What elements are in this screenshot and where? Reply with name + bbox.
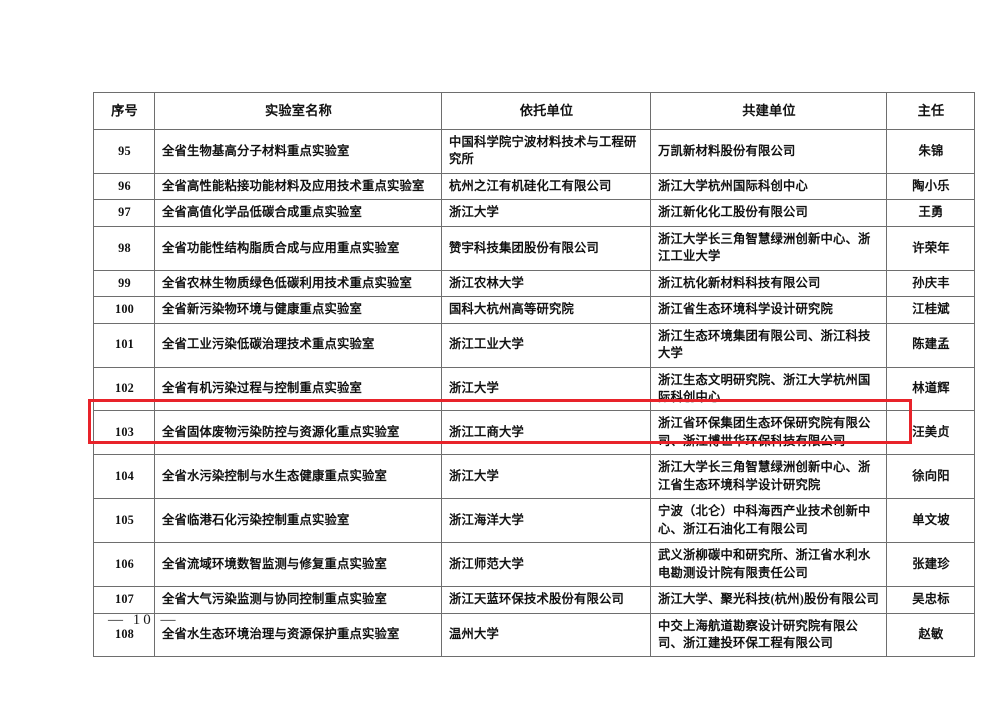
table-header-row: 序号 实验室名称 依托单位 共建单位 主任 (93, 92, 975, 130)
cell-joint-unit: 浙江新化化工股份有限公司 (650, 199, 887, 227)
cell-index: 95 (93, 129, 155, 174)
table-row: 101 全省工业污染低碳治理技术重点实验室 浙江工业大学 浙江生态环境集团有限公司、浙… (93, 322, 975, 368)
cell-host-unit: 浙江大学 (441, 454, 651, 500)
cell-director: 朱锦 (886, 129, 975, 174)
column-header-index: 序号 (93, 92, 155, 130)
cell-director: 江桂斌 (886, 296, 975, 324)
cell-lab-name: 全省功能性结构脂质合成与应用重点实验室 (154, 225, 442, 271)
cell-host-unit: 浙江天蓝环保技术股份有限公司 (441, 586, 651, 614)
cell-joint-unit: 浙江大学长三角智慧绿洲创新中心、浙江省生态环境科学设计研究院 (650, 454, 887, 500)
table-row: 99 全省农林生物质绿色低碳利用技术重点实验室 浙江农林大学 浙江杭化新材料科技有限公… (93, 269, 975, 298)
cell-lab-name: 全省农林生物质绿色低碳利用技术重点实验室 (154, 269, 442, 298)
cell-director: 吴忠标 (886, 586, 975, 614)
laboratory-table-container: 序号 实验室名称 依托单位 共建单位 主任 95 全省生物基高分子材料重点实验室中… (93, 92, 975, 658)
cell-director: 张建珍 (886, 542, 975, 588)
table-row: 105 全省临港石化污染控制重点实验室 浙江海洋大学 宁波（北仑）中科海西产业技术创新… (93, 498, 975, 544)
cell-joint-unit: 浙江省环保集团生态环保研究院有限公司、浙江博世华环保科技有限公司 (650, 410, 887, 456)
cell-index: 98 (93, 225, 155, 271)
cell-index: 103 (93, 410, 155, 456)
cell-index: 108 (93, 612, 155, 658)
cell-lab-name: 全省流域环境数智监测与修复重点实验室 (154, 542, 442, 588)
cell-index: 106 (93, 542, 155, 588)
cell-lab-name: 全省新污染物环境与健康重点实验室 (154, 296, 442, 324)
cell-host-unit: 杭州之江有机硅化工有限公司 (441, 172, 651, 201)
cell-joint-unit: 浙江生态环境集团有限公司、浙江科技大学 (650, 322, 887, 368)
table-row: 102 全省有机污染过程与控制重点实验室 浙江大学 浙江生态文明研究院、浙江大学杭州国… (93, 366, 975, 412)
cell-index: 107 (93, 586, 155, 614)
table-row: 106 全省流域环境数智监测与修复重点实验室 浙江师范大学 武义浙柳碳中和研究所、浙江… (93, 542, 975, 588)
cell-host-unit: 国科大杭州高等研究院 (441, 296, 651, 324)
cell-lab-name: 全省有机污染过程与控制重点实验室 (154, 366, 442, 412)
table-row: 103 全省固体废物污染防控与资源化重点实验室 浙江工商大学 浙江省环保集团生态环保研… (93, 410, 975, 456)
cell-index: 97 (93, 199, 155, 227)
cell-index: 99 (93, 269, 155, 298)
table-row: 104 全省水污染控制与水生态健康重点实验室 浙江大学 浙江大学长三角智慧绿洲创新中心… (93, 454, 975, 500)
cell-lab-name: 全省高性能粘接功能材料及应用技术重点实验室 (154, 172, 442, 201)
table-row: 100 全省新污染物环境与健康重点实验室 国科大杭州高等研究院 浙江省生态环境科学设计… (93, 296, 975, 324)
cell-director: 单文坡 (886, 498, 975, 544)
table-row: 95 全省生物基高分子材料重点实验室 中国科学院宁波材料技术与工程研究所 万凯新材料股… (93, 129, 975, 174)
laboratory-table: 序号 实验室名称 依托单位 共建单位 主任 95 全省生物基高分子材料重点实验室中… (93, 92, 975, 658)
cell-director: 陈建孟 (886, 322, 975, 368)
cell-host-unit: 浙江工商大学 (441, 410, 651, 456)
cell-host-unit: 浙江农林大学 (441, 269, 651, 298)
cell-lab-name: 全省高值化学品低碳合成重点实验室 (154, 199, 442, 227)
cell-joint-unit: 万凯新材料股份有限公司 (650, 129, 887, 174)
cell-index: 105 (93, 498, 155, 544)
cell-joint-unit: 浙江省生态环境科学设计研究院 (650, 296, 887, 324)
cell-director: 许荣年 (886, 225, 975, 271)
column-header-host-unit: 依托单位 (441, 92, 651, 130)
cell-host-unit: 中国科学院宁波材料技术与工程研究所 (441, 129, 651, 174)
cell-director: 孙庆丰 (886, 269, 975, 298)
cell-lab-name: 全省固体废物污染防控与资源化重点实验室 (154, 410, 442, 456)
cell-host-unit: 赞宇科技集团股份有限公司 (441, 225, 651, 271)
table-row: 98 全省功能性结构脂质合成与应用重点实验室 赞宇科技集团股份有限公司 浙江大学长三角… (93, 225, 975, 271)
table-row: 107 全省大气污染监测与协同控制重点实验室 浙江天蓝环保技术股份有限公司 浙江大学、… (93, 586, 975, 614)
cell-director: 赵敏 (886, 612, 975, 658)
cell-index: 102 (93, 366, 155, 412)
cell-joint-unit: 浙江大学、聚光科技(杭州)股份有限公司 (650, 586, 887, 614)
cell-lab-name: 全省水污染控制与水生态健康重点实验室 (154, 454, 442, 500)
cell-index: 96 (93, 172, 155, 201)
cell-director: 徐向阳 (886, 454, 975, 500)
cell-index: 101 (93, 322, 155, 368)
cell-joint-unit: 宁波（北仑）中科海西产业技术创新中心、浙江石油化工有限公司 (650, 498, 887, 544)
cell-director: 林道辉 (886, 366, 975, 412)
cell-lab-name: 全省临港石化污染控制重点实验室 (154, 498, 442, 544)
cell-host-unit: 浙江工业大学 (441, 322, 651, 368)
cell-lab-name: 全省水生态环境治理与资源保护重点实验室 (154, 612, 442, 658)
page-number: — 10 — (108, 612, 179, 628)
cell-host-unit: 浙江大学 (441, 199, 651, 227)
cell-lab-name: 全省工业污染低碳治理技术重点实验室 (154, 322, 442, 368)
table-body: 95 全省生物基高分子材料重点实验室 中国科学院宁波材料技术与工程研究所 万凯新材料股… (93, 129, 975, 658)
cell-host-unit: 浙江师范大学 (441, 542, 651, 588)
table-header: 序号 实验室名称 依托单位 共建单位 主任 (93, 92, 975, 130)
cell-index: 104 (93, 454, 155, 500)
cell-joint-unit: 浙江大学杭州国际科创中心 (650, 172, 887, 201)
cell-host-unit: 浙江大学 (441, 366, 651, 412)
cell-host-unit: 浙江海洋大学 (441, 498, 651, 544)
table-row: 108 全省水生态环境治理与资源保护重点实验室 温州大学 中交上海航道勘察设计研究院有… (93, 612, 975, 658)
cell-joint-unit: 浙江生态文明研究院、浙江大学杭州国际科创中心 (650, 366, 887, 412)
cell-joint-unit: 中交上海航道勘察设计研究院有限公司、浙江建投环保工程有限公司 (650, 612, 887, 658)
column-header-director: 主任 (886, 92, 975, 130)
table-row: 97 全省高值化学品低碳合成重点实验室 浙江大学 浙江新化化工股份有限公司 王勇 (93, 199, 975, 227)
cell-joint-unit: 武义浙柳碳中和研究所、浙江省水利水电勘测设计院有限责任公司 (650, 542, 887, 588)
cell-host-unit: 温州大学 (441, 612, 651, 658)
cell-director: 陶小乐 (886, 172, 975, 201)
cell-director: 王勇 (886, 199, 975, 227)
table-row: 96 全省高性能粘接功能材料及应用技术重点实验室 杭州之江有机硅化工有限公司 浙江大学… (93, 172, 975, 201)
cell-joint-unit: 浙江杭化新材料科技有限公司 (650, 269, 887, 298)
cell-lab-name: 全省生物基高分子材料重点实验室 (154, 129, 442, 174)
column-header-lab-name: 实验室名称 (154, 92, 442, 130)
column-header-joint-unit: 共建单位 (650, 92, 887, 130)
cell-director: 汪美贞 (886, 410, 975, 456)
cell-index: 100 (93, 296, 155, 324)
cell-lab-name: 全省大气污染监测与协同控制重点实验室 (154, 586, 442, 614)
cell-joint-unit: 浙江大学长三角智慧绿洲创新中心、浙江工业大学 (650, 225, 887, 271)
